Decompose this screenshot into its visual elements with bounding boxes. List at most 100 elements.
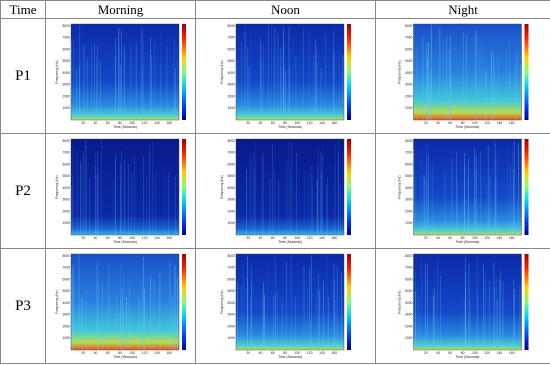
spectrogram-cell: 1000 2000 3000 4000 5000 6000 7000 8000 20 40 60 80…	[375, 248, 550, 364]
x-tick-label: 80	[283, 351, 287, 355]
y-tick-label: 4000	[227, 186, 235, 190]
spectrogram: 1000 2000 3000 4000 5000 6000 7000 8000 20 40 60 80…	[397, 23, 528, 129]
spectrogram: 1000 2000 3000 4000 5000 6000 7000 8000 20 40 60 80…	[55, 23, 186, 129]
y-tick-label: 6000	[62, 162, 70, 166]
x-tick-label: 40	[258, 236, 262, 240]
x-tick-label: 120	[141, 236, 147, 240]
frame	[412, 23, 522, 121]
y-tick-label: 8000	[227, 139, 235, 143]
y-axis-label: Frequency (Hz)	[220, 60, 224, 83]
header-cell: Morning	[45, 0, 196, 19]
spectrogram-image	[413, 24, 521, 120]
y-tick-label: 1000	[404, 336, 412, 340]
y-tick-label: 7000	[227, 266, 235, 270]
x-tick-label: 100	[294, 351, 300, 355]
spectrogram-cell: 1000 2000 3000 4000 5000 6000 7000 8000 20 40 60 80…	[45, 18, 196, 134]
y-tick-label: 2000	[404, 94, 412, 98]
y-tick-label: 8000	[404, 254, 412, 258]
y-tick-label: 3000	[62, 313, 70, 317]
frame	[235, 23, 344, 121]
y-axis-label: Frequency (Hz)	[220, 290, 224, 313]
colorbar	[346, 139, 351, 235]
y-tick-label: 8000	[62, 24, 70, 28]
y-tick-label: 5000	[62, 174, 70, 178]
spectrogram: 1000 2000 3000 4000 5000 6000 7000 8000 20 40 60 80…	[55, 253, 186, 359]
y-tick-label: 5000	[227, 289, 235, 293]
frame	[412, 253, 522, 351]
x-axis-label: Time (Seconds)	[113, 240, 137, 244]
x-tick-label: 100	[129, 121, 135, 125]
y-tick-label: 3000	[227, 198, 235, 202]
x-tick-label: 60	[270, 121, 274, 125]
y-tick-label: 6000	[227, 47, 235, 51]
y-tick-label: 2000	[404, 209, 412, 213]
x-tick-label: 80	[283, 236, 287, 240]
header-cell: Time	[0, 0, 46, 19]
x-tick-label: 20	[246, 351, 250, 355]
x-tick-label: 160	[331, 121, 337, 125]
y-axis-label: Frequency (Hz)	[55, 60, 59, 83]
y-tick-label: 4000	[404, 186, 412, 190]
y-tick-label: 4000	[62, 71, 70, 75]
x-tick-label: 40	[258, 351, 262, 355]
x-tick-label: 140	[319, 121, 325, 125]
x-tick-label: 160	[331, 236, 337, 240]
row-header: P1	[0, 18, 46, 134]
y-tick-label: 8000	[62, 139, 70, 143]
x-tick-label: 20	[423, 351, 427, 355]
x-tick-label: 20	[81, 351, 85, 355]
spectrogram-cell: 1000 2000 3000 4000 5000 6000 7000 8000 20 40 60 80…	[195, 18, 376, 134]
y-axis-label: Frequency (Hz)	[397, 60, 401, 83]
y-tick-label: 6000	[404, 162, 412, 166]
frame	[70, 23, 179, 121]
colorbar	[181, 254, 186, 350]
x-tick-label: 160	[166, 121, 172, 125]
spectrogram-image	[413, 254, 521, 350]
spectrogram-cell: 1000 2000 3000 4000 5000 6000 7000 8000 20 40 60 80…	[375, 18, 550, 134]
x-tick-label: 140	[319, 236, 325, 240]
spectrogram: 1000 2000 3000 4000 5000 6000 7000 8000 20 40 60 80…	[397, 138, 528, 244]
y-tick-label: 7000	[62, 266, 70, 270]
y-tick-label: 5000	[404, 59, 412, 63]
y-tick-label: 7000	[227, 36, 235, 40]
y-tick-label: 7000	[404, 151, 412, 155]
y-tick-label: 1000	[404, 221, 412, 225]
y-tick-label: 1000	[62, 336, 70, 340]
x-tick-label: 60	[448, 236, 452, 240]
x-axis-label: Time (Seconds)	[113, 355, 137, 359]
y-tick-label: 5000	[404, 174, 412, 178]
x-tick-label: 60	[448, 351, 452, 355]
x-tick-label: 40	[258, 121, 262, 125]
y-tick-label: 2000	[227, 94, 235, 98]
x-tick-label: 80	[460, 121, 464, 125]
colorbar	[346, 24, 351, 120]
x-tick-label: 80	[118, 351, 122, 355]
x-tick-label: 120	[141, 351, 147, 355]
y-tick-label: 5000	[62, 59, 70, 63]
x-axis-label: Time (Seconds)	[278, 125, 302, 129]
x-tick-label: 100	[472, 351, 478, 355]
x-tick-label: 140	[496, 121, 502, 125]
y-tick-label: 1000	[227, 336, 235, 340]
spectrogram-image	[235, 139, 344, 235]
y-tick-label: 7000	[404, 266, 412, 270]
header-cell: Night	[375, 0, 550, 19]
y-tick-label: 3000	[227, 313, 235, 317]
colorbar	[524, 24, 528, 120]
y-tick-label: 1000	[62, 106, 70, 110]
frame	[70, 138, 179, 236]
table-body: P1 1000 2000 3000 4000 5000 6000 7000 8000 20 40 60…	[0, 18, 550, 364]
x-tick-label: 20	[246, 121, 250, 125]
x-tick-label: 160	[508, 351, 514, 355]
y-axis-label: Frequency (Hz)	[397, 175, 401, 198]
frame	[412, 138, 522, 236]
y-axis-label: Frequency (Hz)	[55, 290, 59, 313]
x-tick-label: 40	[436, 121, 440, 125]
x-tick-label: 60	[270, 351, 274, 355]
frame	[235, 253, 344, 351]
frame	[70, 253, 179, 351]
y-tick-label: 8000	[227, 24, 235, 28]
x-tick-label: 120	[484, 236, 490, 240]
y-tick-label: 1000	[404, 106, 412, 110]
x-tick-label: 60	[270, 236, 274, 240]
